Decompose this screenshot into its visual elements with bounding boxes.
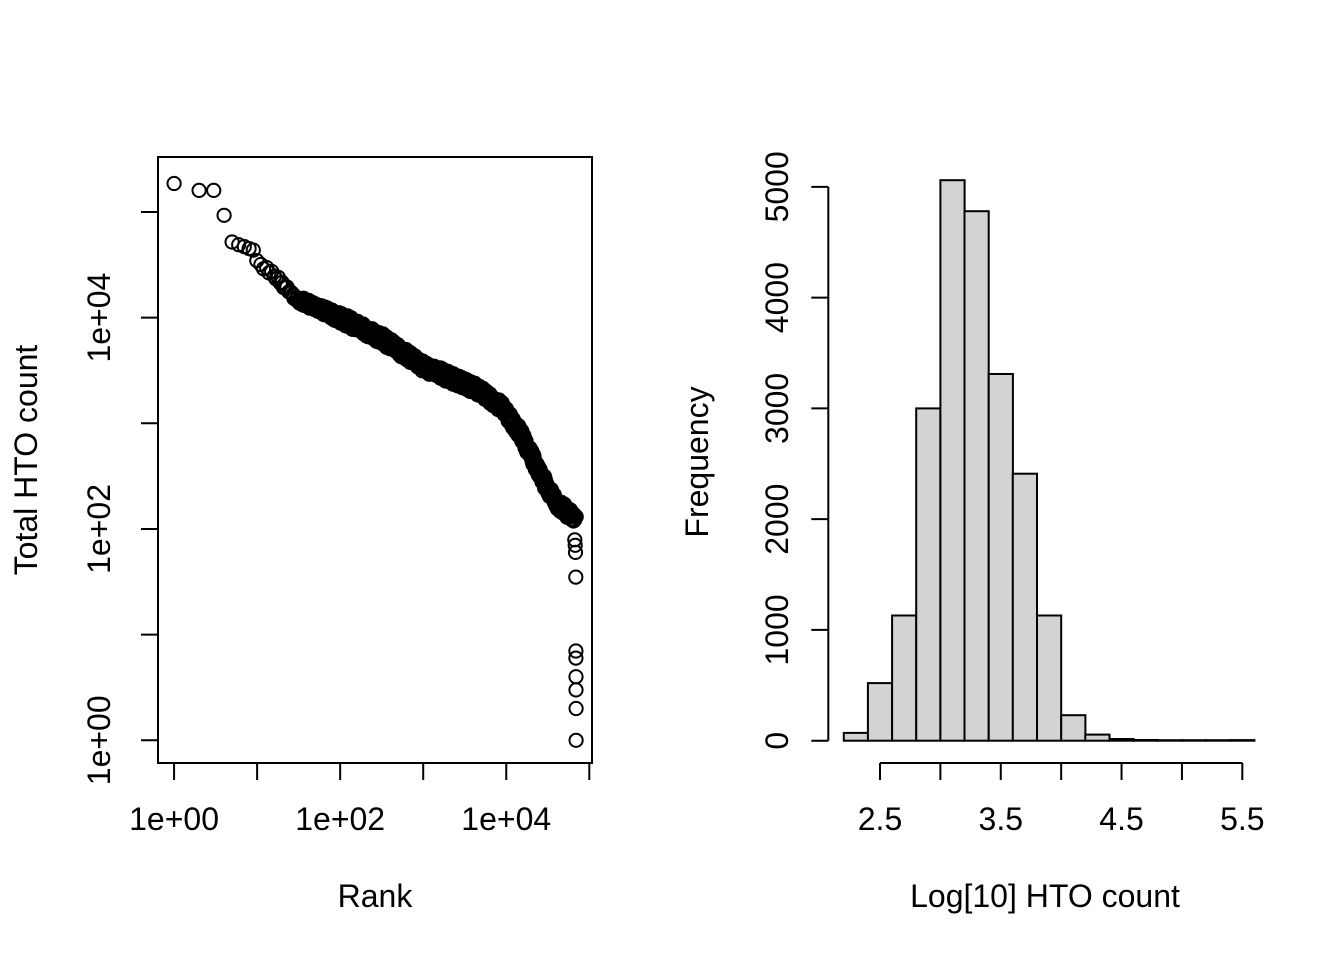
head-point	[166, 175, 182, 192]
tail-point	[568, 682, 584, 698]
band-point	[568, 509, 584, 525]
hist-bar	[1156, 739, 1184, 742]
plot-box	[157, 156, 593, 764]
x-axis-title: Rank	[338, 878, 414, 914]
hist-bar	[1229, 739, 1256, 742]
hist-bar	[1084, 733, 1111, 742]
tail-point	[568, 732, 584, 748]
rank-plot-panel: 1e+00 1e+02 1e+04 Rank 1e+00 1e+02 1e+04 Total …	[8, 156, 593, 914]
scatter-points	[166, 175, 584, 748]
y-axis-title: Frequency	[679, 386, 715, 537]
head-point	[191, 182, 207, 198]
x-axis: 1e+00 1e+02 1e+04 Rank	[129, 763, 591, 914]
hist-bar	[987, 373, 1014, 742]
hist-bar	[1180, 739, 1208, 742]
hist-bar	[939, 179, 966, 742]
tail-point	[568, 669, 584, 685]
hist-bar	[1060, 714, 1087, 742]
head-point	[216, 207, 232, 223]
hist-bar	[963, 210, 990, 742]
hist-bar	[1011, 472, 1038, 742]
tail-point	[567, 544, 584, 561]
hist-bar	[1108, 738, 1135, 742]
x-tick-label: 1e+04	[461, 801, 551, 837]
tail-point	[567, 537, 583, 553]
y-tick-label: 2000	[759, 484, 795, 555]
x-axis-title: Log[10] HTO count	[910, 878, 1180, 914]
x-tick-label: 4.5	[1099, 801, 1143, 837]
y-tick-label: 1000	[759, 594, 795, 665]
x-axis: 2.5 3.5 4.5 5.5 Log[10] HTO count	[858, 762, 1265, 914]
y-tick-label: 3000	[759, 373, 795, 444]
hist-bar	[866, 682, 894, 742]
y-tick-label: 0	[759, 732, 795, 750]
hist-bar	[842, 731, 869, 742]
tail-point	[568, 650, 584, 666]
x-tick-label: 1e+02	[295, 801, 385, 837]
y-tick-label: 5000	[759, 151, 795, 222]
y-tick-label: 1e+02	[81, 484, 117, 574]
hist-bar	[1205, 739, 1232, 742]
y-axis: 0 1000 2000 3000 4000 5000 Frequency	[679, 151, 830, 750]
y-tick-label: 4000	[759, 262, 795, 333]
y-axis: 1e+00 1e+02 1e+04 Total HTO count	[8, 210, 158, 785]
x-tick-label: 5.5	[1220, 801, 1264, 837]
hist-bar	[1132, 739, 1159, 742]
y-tick-label: 1e+04	[81, 273, 117, 363]
y-tick-label: 1e+00	[81, 695, 117, 785]
head-point	[245, 242, 261, 258]
hist-bar	[915, 407, 942, 742]
x-tick-label: 1e+00	[129, 801, 219, 837]
x-tick-label: 3.5	[979, 801, 1023, 837]
hist-bar	[891, 614, 918, 742]
histogram-panel: 0 1000 2000 3000 4000 5000 Frequency 2.5 3.5 4.5 5…	[679, 151, 1265, 914]
tail-point	[568, 643, 584, 659]
hist-bars	[842, 179, 1256, 742]
tail-point	[568, 700, 584, 717]
tail-point	[568, 569, 584, 585]
x-tick-label: 2.5	[858, 801, 902, 837]
y-axis-title: Total HTO count	[8, 345, 44, 576]
hist-bar	[1036, 614, 1063, 742]
head-point	[206, 182, 222, 198]
